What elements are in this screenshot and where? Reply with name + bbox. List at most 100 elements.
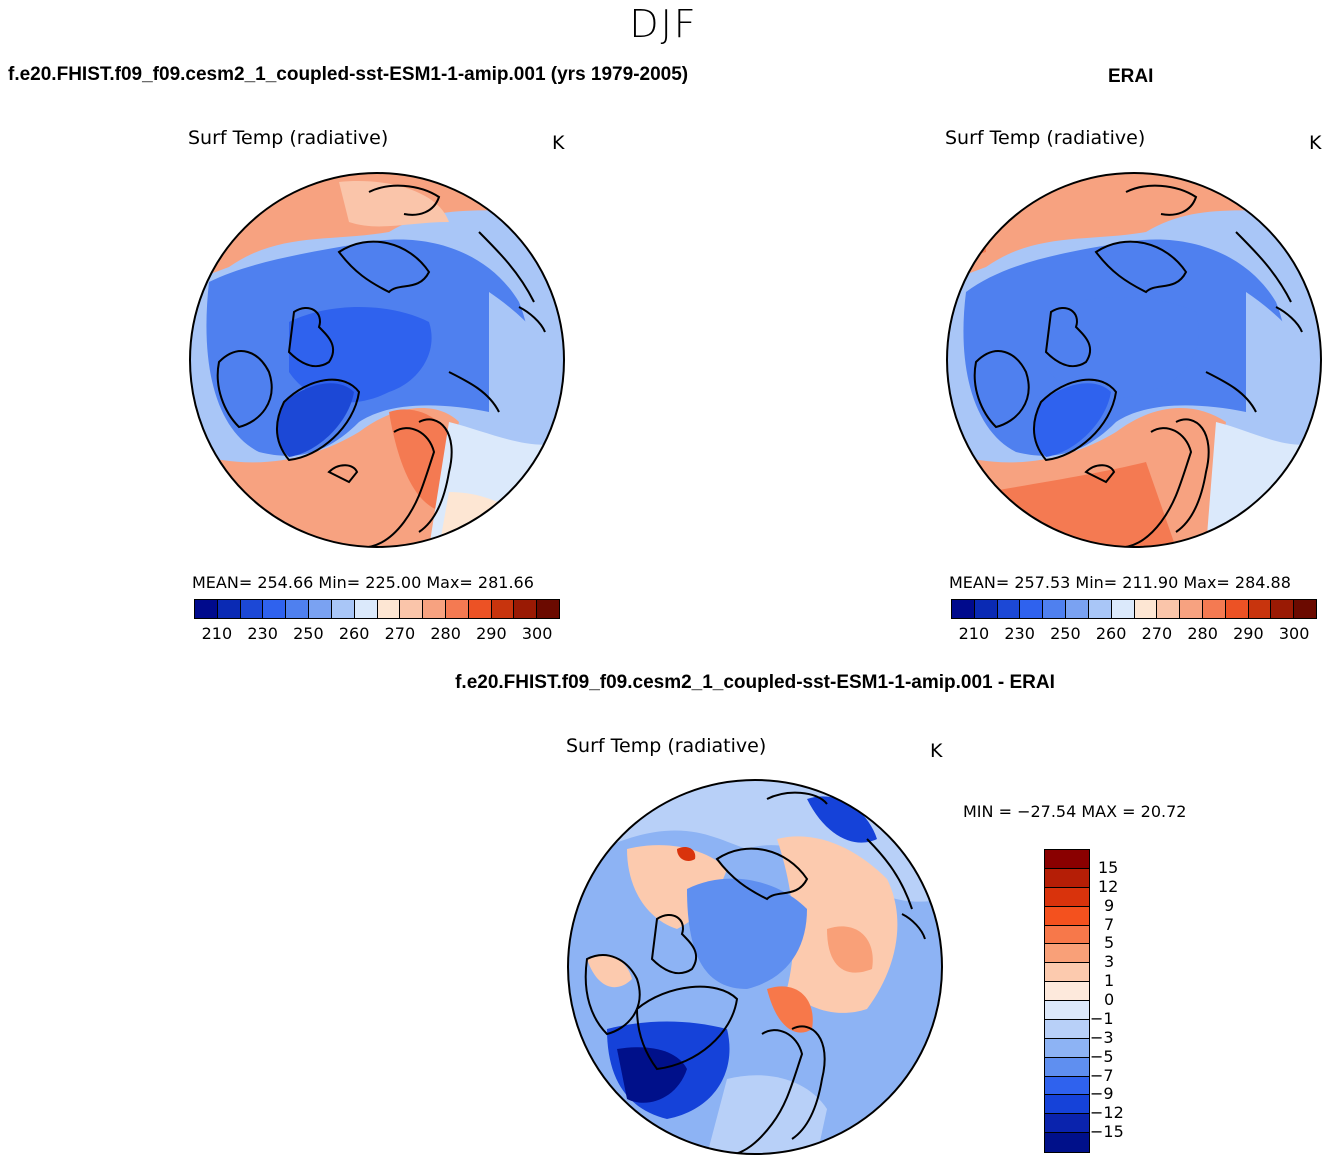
colorbar-tick-label: 290	[1233, 624, 1264, 643]
colorbar-swatch	[309, 600, 332, 618]
colorbar-tick-label: 15	[1098, 857, 1119, 877]
colorbar-swatch	[1045, 1076, 1089, 1096]
obs-polar-map	[946, 172, 1322, 548]
colorbar-swatch	[1045, 1038, 1089, 1058]
colorbar-tick-label: 270	[384, 624, 416, 643]
colorbar-tick-label: −3	[1090, 1027, 1114, 1047]
colorbar-tick-label: −9	[1090, 1084, 1114, 1104]
model-colorbar	[194, 599, 560, 619]
field-cold-bias-pacific	[807, 796, 877, 843]
diff-colorbar-ticks: 15 12 9 7 5 3 1 0 −1 −3 −5 −7 −9 −12 −15	[1090, 849, 1158, 1151]
obs-colorbar-ticks: 210 230 250 260 270 280 290 300	[951, 624, 1315, 644]
colorbar-swatch	[1045, 963, 1089, 983]
colorbar-swatch	[1045, 887, 1089, 907]
colorbar-swatch	[1225, 600, 1249, 618]
map-boundary	[189, 172, 565, 548]
colorbar-swatch	[1045, 1133, 1089, 1152]
colorbar-swatch	[1066, 600, 1089, 618]
colorbar-tick-label: 300	[1278, 624, 1310, 643]
case-title: f.e20.FHIST.f09_f09.cesm2_1_coupled-sst-…	[8, 64, 689, 85]
colorbar-swatch	[377, 600, 401, 618]
colorbar-swatch	[1271, 600, 1295, 618]
field-warm-bias-scandinavia	[767, 986, 813, 1033]
diff-units: K	[930, 740, 943, 762]
colorbar-swatch	[1157, 600, 1181, 618]
colorbar-tick-label: 3	[1104, 952, 1115, 972]
colorbar-swatch	[195, 600, 218, 618]
colorbar-swatch	[1045, 1095, 1089, 1115]
field-cool-eurasia	[489, 292, 564, 442]
field-warm-pacific	[190, 173, 564, 282]
model-units: K	[552, 132, 565, 154]
colorbar-tick-label: 0	[1104, 990, 1115, 1009]
map-boundary	[567, 779, 943, 1155]
colorbar-tick-label: 250	[293, 624, 324, 643]
colorbar-swatch	[286, 600, 310, 618]
colorbar-swatch	[217, 600, 241, 618]
colorbar-swatch	[1202, 600, 1226, 618]
obs-title: ERAI	[1108, 66, 1154, 87]
colorbar-tick-label: 300	[521, 624, 553, 643]
map-boundary	[946, 172, 1322, 548]
colorbar-swatch	[1111, 600, 1135, 618]
colorbar-tick-label: 210	[958, 624, 990, 643]
colorbar-tick-label: 1	[1104, 971, 1115, 991]
colorbar-swatch	[1045, 850, 1089, 869]
field-very-cold	[289, 307, 432, 403]
colorbar-swatch	[1180, 600, 1203, 618]
field-cool-siberia	[1206, 422, 1321, 547]
colorbar-swatch	[400, 600, 424, 618]
coastlines	[216, 184, 546, 547]
colorbar-tick-label: 9	[1104, 895, 1115, 915]
colorbar-tick-label: 290	[476, 624, 507, 643]
obs-colorbar	[951, 599, 1317, 619]
colorbar-swatch	[1045, 1057, 1089, 1077]
field-warm-bias-canada	[587, 955, 632, 988]
colorbar-swatch	[331, 600, 355, 618]
colorbar-swatch	[1045, 868, 1089, 888]
colorbar-tick-label: −7	[1090, 1065, 1114, 1085]
field-warm-bias-core	[827, 926, 873, 973]
obs-units: K	[1309, 132, 1322, 154]
model-stats: MEAN= 254.66 Min= 225.00 Max= 281.66	[192, 573, 534, 592]
colorbar-swatch	[1045, 982, 1089, 1001]
field-greenland	[277, 383, 354, 457]
colorbar-tick-label: −5	[1090, 1046, 1114, 1066]
colorbar-swatch	[445, 600, 469, 618]
colorbar-swatch	[240, 600, 264, 618]
colorbar-tick-label: 230	[247, 624, 278, 643]
colorbar-swatch	[354, 600, 378, 618]
diff-polar-map	[567, 779, 943, 1155]
colorbar-swatch	[1045, 944, 1089, 964]
colorbar-swatch	[1248, 600, 1272, 618]
colorbar-tick-label: −15	[1090, 1122, 1124, 1142]
colorbar-tick-label: 5	[1104, 933, 1115, 953]
model-polar-map	[189, 172, 565, 548]
obs-variable-title: Surf Temp (radiative)	[945, 127, 1146, 149]
colorbar-tick-label: 280	[430, 624, 461, 643]
colorbar-tick-label: −12	[1090, 1103, 1124, 1123]
field-mild-europe	[439, 492, 519, 547]
colorbar-tick-label: 7	[1104, 914, 1115, 934]
colorbar-swatch	[1134, 600, 1158, 618]
field-greenland	[1034, 383, 1111, 457]
colorbar-swatch	[974, 600, 998, 618]
field-cool-eurasia	[1246, 292, 1321, 442]
colorbar-swatch	[537, 600, 559, 618]
colorbar-tick-label: 280	[1187, 624, 1218, 643]
colorbar-swatch	[1294, 600, 1316, 618]
coastlines	[584, 791, 926, 1154]
field-cold-bias-arctic	[687, 878, 807, 989]
colorbar-swatch	[1045, 925, 1089, 945]
colorbar-tick-label: 12	[1098, 876, 1119, 896]
colorbar-swatch	[468, 600, 492, 618]
colorbar-swatch	[514, 600, 538, 618]
model-variable-title: Surf Temp (radiative)	[188, 127, 389, 149]
diff-variable-title: Surf Temp (radiative)	[566, 735, 767, 757]
colorbar-swatch	[491, 600, 515, 618]
obs-stats: MEAN= 257.53 Min= 211.90 Max= 284.88	[949, 573, 1291, 592]
colorbar-swatch	[1088, 600, 1112, 618]
model-colorbar-ticks: 210 230 250 260 270 280 290 300	[194, 624, 558, 644]
field-hotspot	[677, 847, 696, 861]
colorbar-swatch	[1043, 600, 1067, 618]
